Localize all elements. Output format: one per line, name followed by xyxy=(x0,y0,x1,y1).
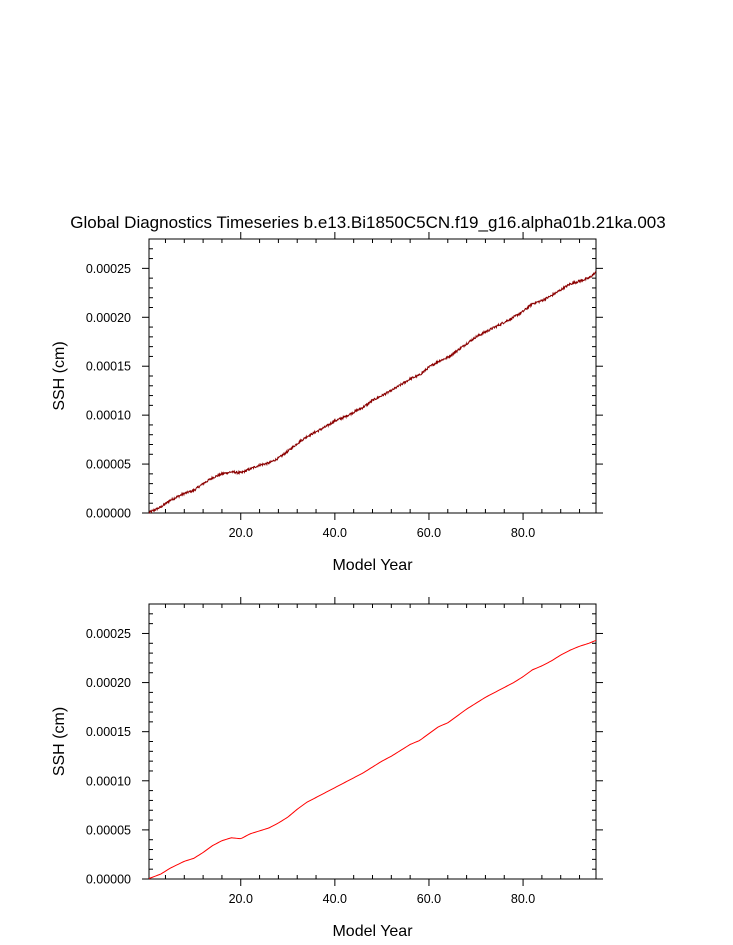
y-tick-label: 0.00005 xyxy=(86,458,131,472)
y-tick-label: 0.00020 xyxy=(86,311,131,325)
x-tick-label: 20.0 xyxy=(229,526,253,540)
y-tick-label: 0.00025 xyxy=(86,262,131,276)
y-axis-label: SSH (cm) xyxy=(51,341,68,410)
x-tick-label: 60.0 xyxy=(417,892,441,906)
y-tick-label: 0.00000 xyxy=(86,873,131,887)
y-tick-label: 0.00015 xyxy=(86,725,131,739)
y-axis-label: SSH (cm) xyxy=(51,707,68,776)
ssh-series-line xyxy=(148,271,597,514)
x-axis-label: Model Year xyxy=(332,923,413,940)
x-tick-label: 80.0 xyxy=(511,526,535,540)
x-tick-label: 40.0 xyxy=(323,892,347,906)
y-tick-label: 0.00010 xyxy=(86,409,131,423)
plot-frame xyxy=(148,238,597,514)
x-axis-label: Model Year xyxy=(332,557,413,574)
y-tick-label: 0.00025 xyxy=(86,627,131,641)
y-tick-label: 0.00015 xyxy=(86,360,131,374)
y-tick-label: 0.00000 xyxy=(86,507,131,521)
x-tick-label: 20.0 xyxy=(229,892,253,906)
bottom-panel: 20.0 40.0 60.0 80.0 0.00000 0.00005 0.00010 0.0… xyxy=(51,597,603,940)
y-tick-label: 0.00005 xyxy=(86,823,131,837)
chart-title: Global Diagnostics Timeseries b.e13.Bi18… xyxy=(70,213,665,232)
top-panel: 20.0 40.0 60.0 80.0 0.00000 0.00005 0.00010 0.0… xyxy=(51,232,603,574)
ssh-series-line xyxy=(148,639,597,879)
y-tick-label: 0.00020 xyxy=(86,676,131,690)
y-tick-label: 0.00010 xyxy=(86,774,131,788)
x-tick-label: 40.0 xyxy=(323,526,347,540)
x-tick-label: 80.0 xyxy=(511,892,535,906)
x-tick-label: 60.0 xyxy=(417,526,441,540)
plot-frame xyxy=(148,603,597,880)
